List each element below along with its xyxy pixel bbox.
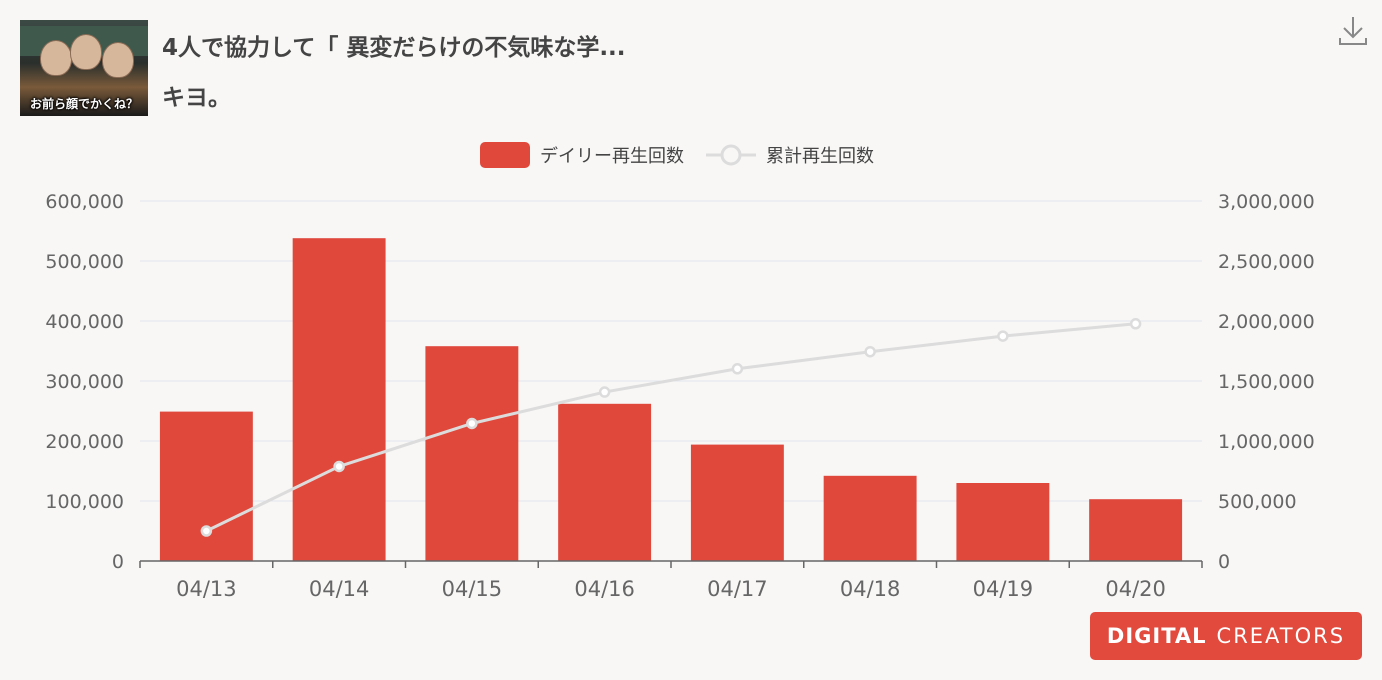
x-tick-label: 04/15 (442, 577, 503, 601)
cumulative-line (205, 322, 1136, 533)
video-title[interactable]: 4人で協力して「 異変だらけの不気味な学... (162, 35, 626, 61)
channel-name[interactable]: キヨ。 (162, 85, 231, 111)
y-left-tick-label: 400,000 (45, 311, 124, 333)
bar (690, 444, 784, 561)
legend-item-daily[interactable]: デイリー再生回数 (480, 142, 684, 168)
x-tick-label: 04/16 (574, 577, 635, 601)
brand-logo[interactable]: DIGITAL CREATORS (1090, 612, 1362, 660)
y-right-tick-label: 2,500,000 (1218, 251, 1315, 273)
y-left-tick-label: 0 (112, 551, 124, 573)
bar (425, 346, 519, 561)
cumulative-point (997, 330, 1009, 342)
y-left-tick-label: 100,000 (45, 491, 124, 513)
thumbnail-person (40, 40, 72, 76)
thumbnail-person (102, 42, 134, 78)
y-left-tick-label: 300,000 (45, 371, 124, 393)
thumbnail-caption: お前ら顔でかくね？ (29, 97, 138, 111)
y-right-tick-label: 1,500,000 (1218, 371, 1315, 393)
y-right-tick-label: 1,000,000 (1218, 431, 1315, 453)
bar (159, 411, 253, 561)
y-left-tick-label: 600,000 (45, 191, 124, 213)
y-right-tick-label: 3,000,000 (1218, 191, 1315, 213)
bar (558, 403, 652, 561)
brand-name-part1: DIGITAL (1106, 624, 1207, 648)
cumulative-point (333, 460, 345, 473)
bar (823, 475, 917, 561)
cumulative-point (200, 525, 213, 537)
cumulative-point (466, 417, 478, 430)
cumulative-point (1129, 318, 1142, 330)
cumulative-point (598, 386, 611, 398)
thumbnail-person (70, 34, 102, 70)
x-tick-label: 04/17 (707, 577, 768, 601)
legend-line-swatch (706, 144, 756, 166)
cumulative-point (864, 345, 876, 358)
x-tick-label: 04/20 (1105, 577, 1166, 601)
legend-label-cumulative: 累計再生回数 (766, 146, 874, 167)
cumulative-point (731, 363, 744, 375)
legend-label-daily: デイリー再生回数 (540, 146, 684, 167)
bar (292, 238, 386, 561)
y-left-tick-label: 500,000 (45, 251, 124, 273)
bar (956, 483, 1050, 561)
x-tick-label: 04/19 (973, 577, 1034, 601)
bar (1089, 499, 1183, 561)
x-tick-label: 04/13 (176, 577, 237, 601)
video-thumbnail[interactable]: お前ら顔でかくね？ (20, 20, 148, 116)
legend-bar-swatch (480, 142, 530, 168)
x-tick-label: 04/14 (309, 577, 370, 601)
y-left-tick-label: 200,000 (45, 431, 124, 453)
brand-name-part2: CREATORS (1216, 624, 1346, 648)
legend-item-cumulative[interactable]: 累計再生回数 (706, 142, 874, 168)
y-right-tick-label: 2,000,000 (1218, 311, 1315, 333)
x-tick-label: 04/18 (840, 577, 901, 601)
y-right-tick-label: 500,000 (1218, 491, 1297, 513)
y-right-tick-label: 0 (1218, 551, 1230, 573)
chart-legend: デイリー再生回数 累計再生回数 (480, 140, 874, 170)
download-icon[interactable] (1336, 14, 1370, 48)
